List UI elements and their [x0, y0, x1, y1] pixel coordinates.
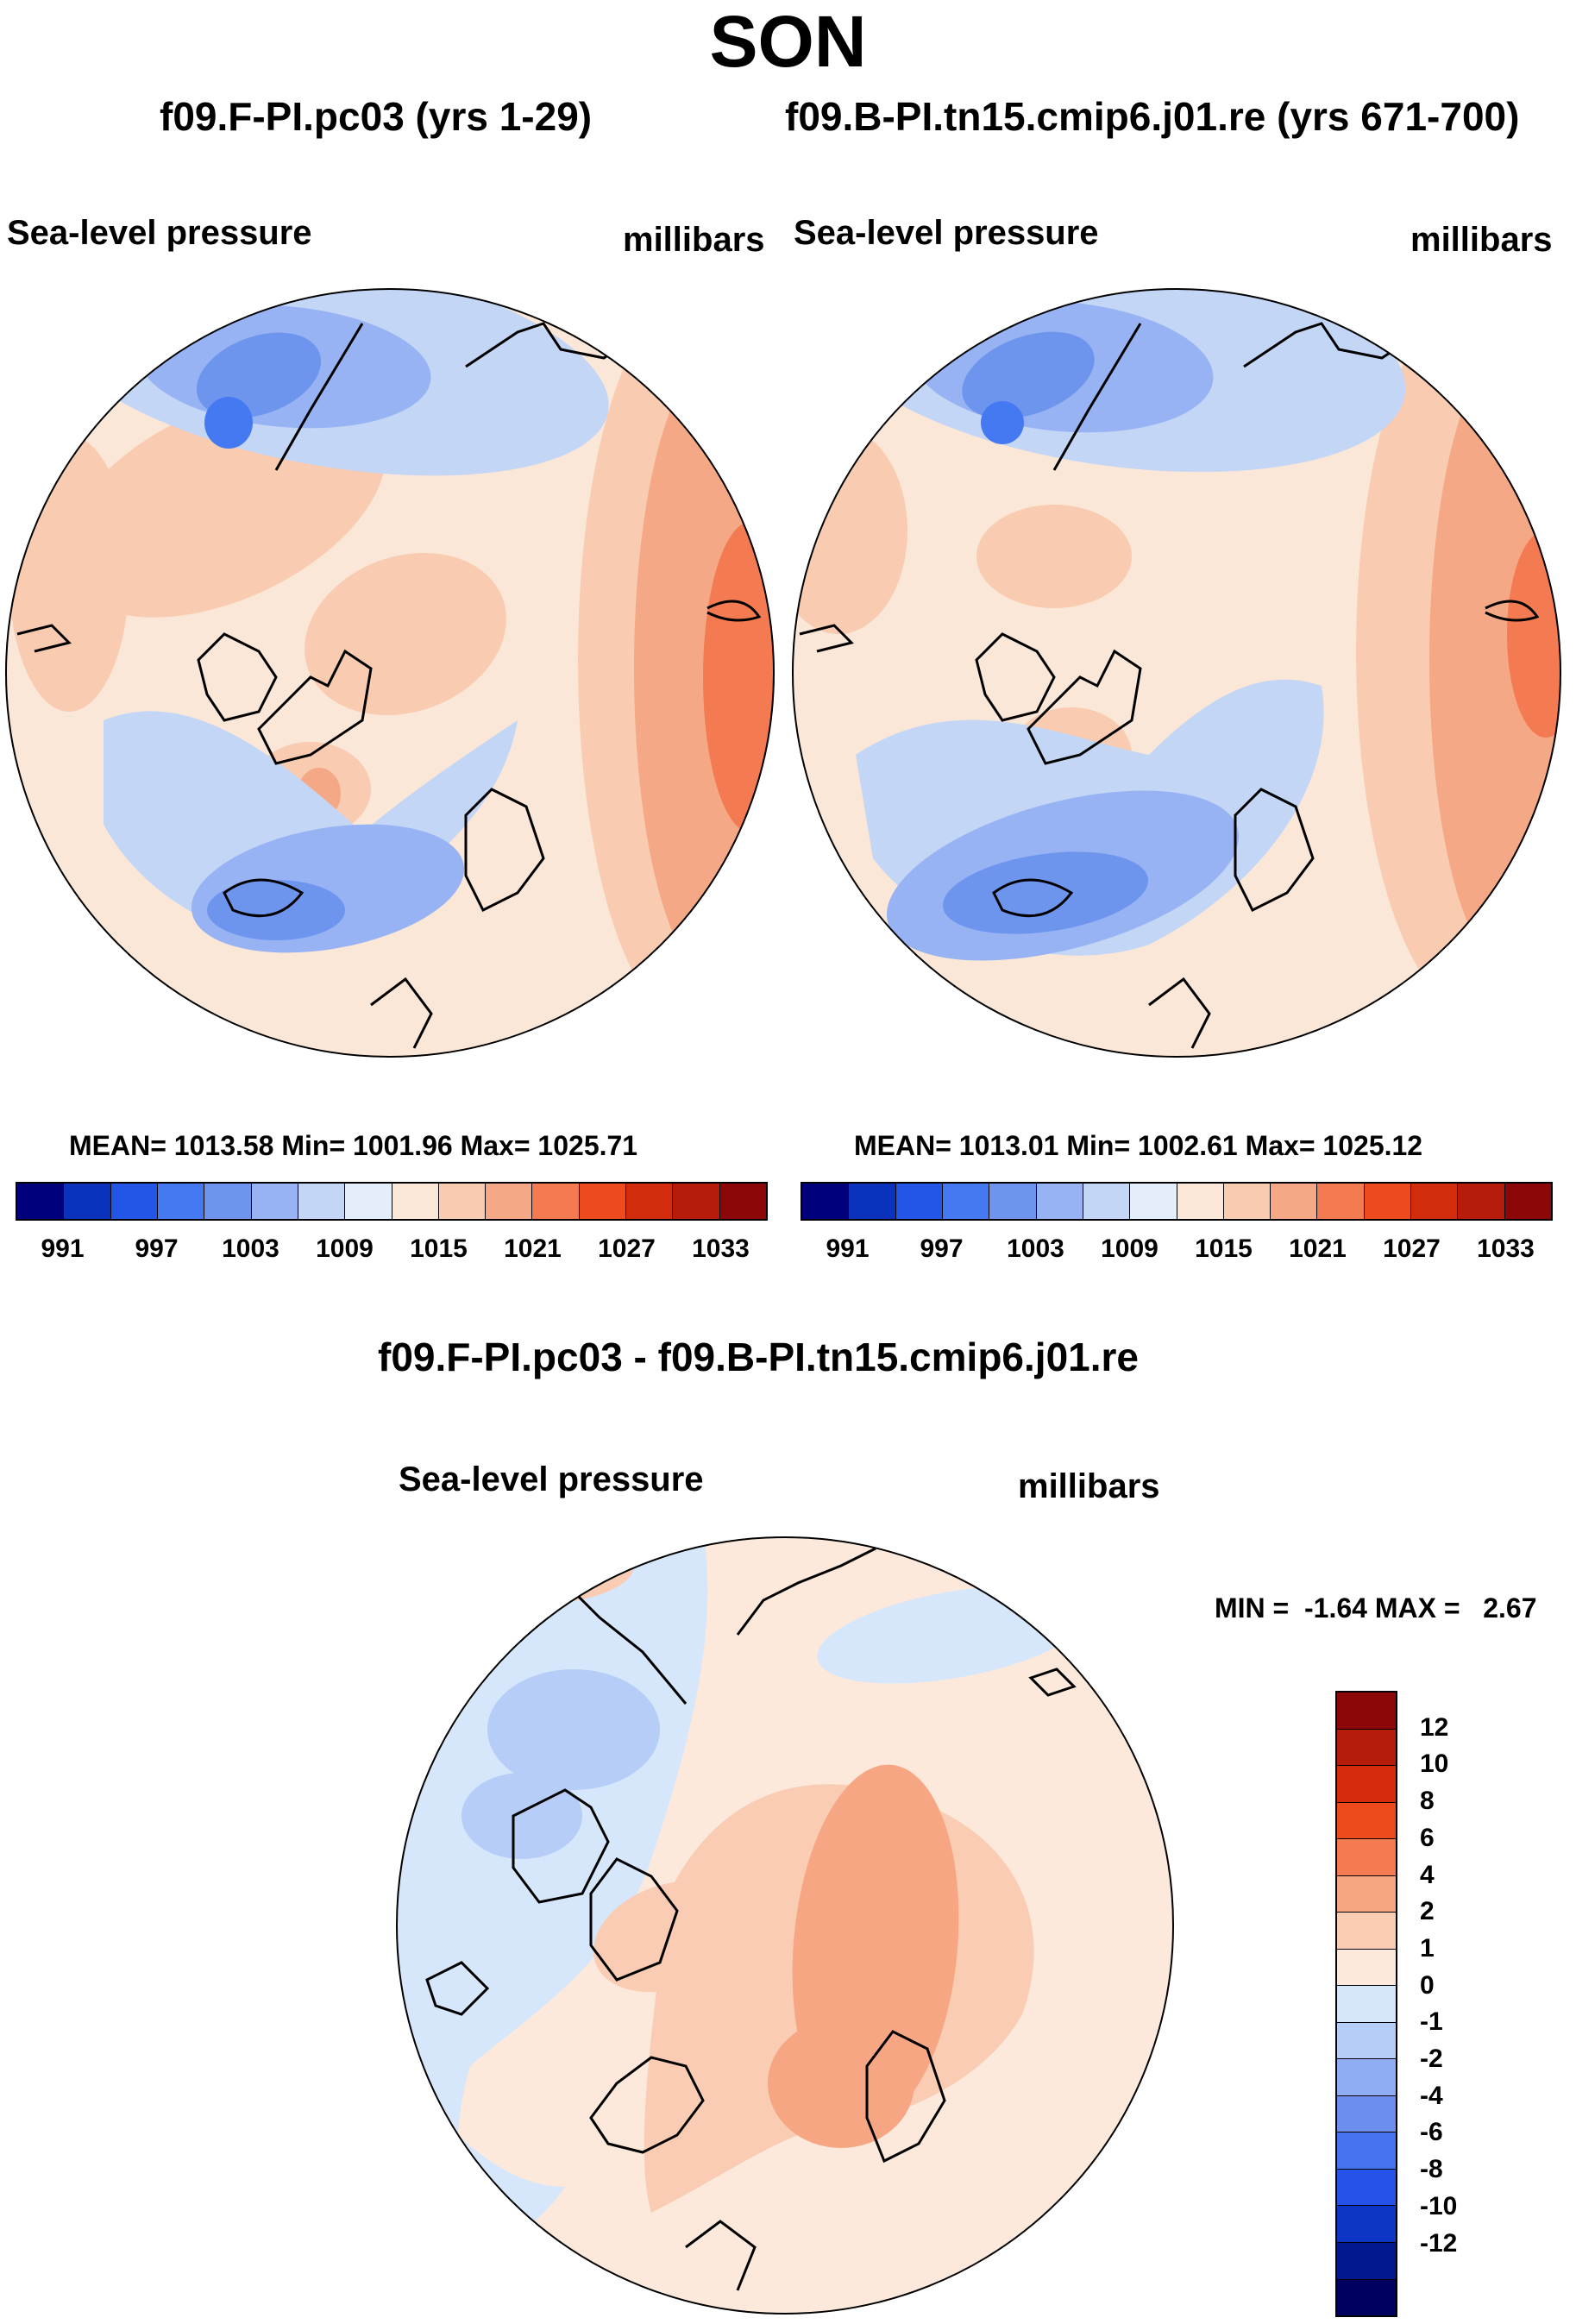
panel-2-colorbar-swatch: [989, 1184, 1037, 1219]
panel-2-colorbar-tick-label: 1021: [1289, 1234, 1347, 1263]
panel-2-title: f09.B-PI.tn15.cmip6.j01.re (yrs 671-700): [785, 94, 1520, 139]
panel-3-colorbar-swatch: [1337, 1802, 1396, 1840]
panel-2-colorbar-swatch: [895, 1184, 943, 1219]
panel-3-colorbar-tick-label: 10: [1420, 1749, 1449, 1779]
panel-3-variable-label: Sea-level pressure: [399, 1460, 704, 1498]
panel-1-colorbar-swatch: [719, 1184, 766, 1219]
panel-1-colorbar: [16, 1182, 768, 1221]
panel-2-map: [792, 288, 1561, 1058]
panel-1-colorbar-swatch: [626, 1184, 674, 1219]
panel-3-colorbar-tick-label: -8: [1420, 2155, 1443, 2184]
panel-3-colorbar-swatch: [1337, 2279, 1396, 2316]
panel-3-colorbar-swatch: [1337, 1875, 1396, 1913]
panel-3-colorbar-tick-label: -4: [1420, 2081, 1443, 2110]
panel-3-colorbar-swatch: [1337, 2095, 1396, 2133]
panel-2-colorbar-swatch: [1177, 1184, 1224, 1219]
panel-3-colorbar-swatch: [1337, 1729, 1396, 1767]
panel-3-colorbar-tick-label: 1: [1420, 1933, 1435, 1963]
panel-2-colorbar-swatch: [1130, 1184, 1177, 1219]
panel-2-colorbar-swatch: [1504, 1184, 1551, 1219]
panel-3-colorbar-swatch: [1337, 2206, 1396, 2243]
panel-1-colorbar-tick-label: 1009: [316, 1234, 374, 1263]
panel-3-colorbar-tick-label: 6: [1420, 1823, 1435, 1852]
panel-2-variable-label: Sea-level pressure: [794, 214, 1099, 252]
panel-1-colorbar-tick-label: 1021: [504, 1234, 562, 1263]
panel-3-colorbar-swatch: [1337, 1839, 1396, 1876]
panel-2-colorbar-tick-label: 997: [920, 1234, 964, 1263]
panel-2-colorbar-swatch: [1458, 1184, 1505, 1219]
panel-2-colorbar-tick-label: 991: [826, 1234, 870, 1263]
panel-2-units-label: millibars: [1410, 221, 1553, 259]
panel-1-variable-label: Sea-level pressure: [7, 214, 312, 252]
panel-3-colorbar-tick-label: -2: [1420, 2044, 1443, 2074]
panel-1-colorbar-tick-label: 1033: [692, 1234, 750, 1263]
panel-3-colorbar-swatch: [1337, 1766, 1396, 1803]
panel-2-colorbar-tick-label: 1033: [1477, 1234, 1535, 1263]
panel-3-colorbar-swatch: [1337, 2022, 1396, 2060]
panel-3-units-label: millibars: [1018, 1467, 1160, 1505]
panel-1-colorbar-swatch: [438, 1184, 487, 1219]
panel-3-stats: MIN = -1.64 MAX = 2.67: [1215, 1592, 1537, 1624]
panel-3-colorbar-swatch: [1337, 1986, 1396, 2023]
panel-3-colorbar-swatch: [1337, 1693, 1396, 1730]
panel-3-colorbar-tick-label: 4: [1420, 1860, 1435, 1889]
panel-3-colorbar-tick-label: -1: [1420, 2007, 1443, 2037]
panel-1-colorbar-swatch: [345, 1184, 392, 1219]
panel-1-colorbar-swatch: [579, 1184, 627, 1219]
panel-1-units-label: millibars: [623, 221, 765, 259]
panel-3-title: f09.F-PI.pc03 - f09.B-PI.tn15.cmip6.j01.…: [378, 1335, 1139, 1379]
panel-2-colorbar-swatch: [1083, 1184, 1131, 1219]
panel-3-colorbar-tick-label: -12: [1420, 2228, 1458, 2258]
panel-1-colorbar-swatch: [486, 1184, 533, 1219]
panel-3-colorbar-swatch: [1337, 2132, 1396, 2170]
panel-3-colorbar-swatch: [1337, 2059, 1396, 2096]
panel-2-colorbar-swatch: [1317, 1184, 1365, 1219]
panel-3-colorbar-swatch: [1337, 1913, 1396, 1950]
panel-3-colorbar-swatch: [1337, 1949, 1396, 1987]
panel-1-colorbar-swatch: [64, 1184, 111, 1219]
panel-2-colorbar-swatch: [1271, 1184, 1318, 1219]
panel-2-colorbar: [801, 1182, 1553, 1221]
panel-1-title: f09.F-PI.pc03 (yrs 1-29): [160, 94, 593, 139]
panel-3-colorbar-swatch: [1337, 2169, 1396, 2207]
panel-1-colorbar-swatch: [17, 1184, 65, 1219]
panel-1-map: [5, 288, 775, 1058]
panel-3-colorbar-tick-label: 2: [1420, 1897, 1435, 1926]
panel-1-colorbar-tick-label: 1027: [598, 1234, 656, 1263]
panel-1-colorbar-swatch: [204, 1184, 252, 1219]
panel-2-colorbar-swatch: [1364, 1184, 1412, 1219]
panel-3-colorbar-tick-label: 8: [1420, 1787, 1435, 1816]
panel-1-colorbar-swatch: [532, 1184, 580, 1219]
panel-2-colorbar-tick-label: 1015: [1195, 1234, 1253, 1263]
figure-title: SON: [709, 1, 867, 82]
panel-1-colorbar-swatch: [157, 1184, 205, 1219]
panel-1-colorbar-swatch: [392, 1184, 439, 1219]
panel-1-colorbar-swatch: [298, 1184, 346, 1219]
panel-1-colorbar-swatch: [673, 1184, 720, 1219]
panel-2-colorbar-tick-label: 1003: [1007, 1234, 1064, 1263]
panel-1-colorbar-tick-label: 1015: [410, 1234, 468, 1263]
panel-1-colorbar-tick-label: 1003: [222, 1234, 279, 1263]
panel-2-colorbar-swatch: [849, 1184, 896, 1219]
panel-2-colorbar-tick-label: 1027: [1383, 1234, 1441, 1263]
panel-2-stats: MEAN= 1013.01 Min= 1002.61 Max= 1025.12: [854, 1130, 1423, 1161]
panel-1-colorbar-swatch: [110, 1184, 158, 1219]
panel-3-colorbar-tick-label: -6: [1420, 2118, 1443, 2147]
panel-2-colorbar-swatch: [1223, 1184, 1271, 1219]
panel-3-colorbar-tick-label: 12: [1420, 1712, 1449, 1742]
panel-2-colorbar-tick-label: 1009: [1101, 1234, 1158, 1263]
panel-2-colorbar-swatch: [1411, 1184, 1459, 1219]
panel-2-colorbar-swatch: [942, 1184, 990, 1219]
panel-3-map: [396, 1536, 1174, 2315]
panel-3-colorbar-swatch: [1337, 2242, 1396, 2280]
panel-3-colorbar-tick-label: -10: [1420, 2191, 1458, 2220]
panel-3-colorbar-tick-label: 0: [1420, 1970, 1435, 2000]
panel-1-colorbar-tick-label: 997: [135, 1234, 179, 1263]
panel-2-colorbar-swatch: [1036, 1184, 1083, 1219]
panel-1-colorbar-swatch: [251, 1184, 298, 1219]
panel-3-colorbar: [1335, 1691, 1397, 2317]
panel-1-colorbar-tick-label: 991: [41, 1234, 85, 1263]
panel-2-colorbar-swatch: [802, 1184, 850, 1219]
panel-1-stats: MEAN= 1013.58 Min= 1001.96 Max= 1025.71: [69, 1130, 638, 1161]
